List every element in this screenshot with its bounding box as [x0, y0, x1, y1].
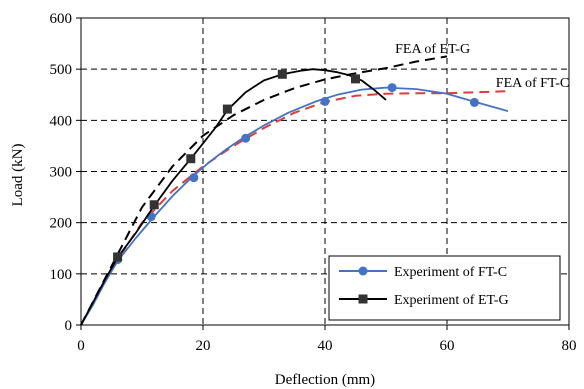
series-line-experiment-of-et-g	[80, 68, 387, 326]
x-tick-label: 60	[440, 338, 455, 354]
data-point-experiment-of-et-g	[113, 252, 123, 262]
y-tick-label: 200	[50, 216, 73, 232]
y-tick-label: 500	[50, 62, 73, 78]
data-point-experiment-of-et-g	[277, 69, 287, 79]
legend-marker-ft-c	[358, 266, 368, 276]
series-line-experiment-of-ft-c	[80, 86, 509, 326]
y-tick-label: 400	[50, 113, 73, 129]
data-point-experiment-of-et-g	[149, 200, 159, 210]
y-axis-title: Load (kN)	[10, 144, 26, 207]
data-point-experiment-of-ft-c	[320, 96, 330, 106]
legend-box	[328, 255, 561, 321]
annotation-label: FEA of ET-G	[395, 42, 470, 57]
data-point-experiment-of-et-g	[186, 154, 196, 164]
axis-ticks: 0 20 40 60 80 0 100 200 300 400 500 600	[50, 11, 577, 354]
data-point-experiment-of-ft-c	[189, 173, 199, 183]
x-tick-label: 20	[196, 338, 211, 354]
series-line-fea-of-ft-c	[80, 90, 509, 326]
data-point-experiment-of-ft-c	[469, 97, 479, 107]
annotations: FEA of ET-G FEA of FT-C	[395, 42, 569, 91]
y-tick-label: 300	[50, 165, 73, 181]
y-tick-label: 600	[50, 11, 73, 27]
x-axis-title: Deflection (mm)	[275, 372, 375, 388]
y-tick-label: 0	[65, 318, 73, 334]
annotation-label: FEA of FT-C	[496, 76, 569, 91]
x-tick-label: 80	[562, 338, 577, 354]
series-line-fea-of-et-g	[80, 55, 448, 326]
data-point-experiment-of-ft-c	[241, 133, 251, 143]
data-point-experiment-of-et-g	[351, 74, 360, 84]
grid-lines	[81, 18, 569, 325]
x-tick-label: 40	[318, 338, 333, 354]
x-tick-label: 0	[77, 338, 85, 354]
series-layer	[80, 55, 509, 326]
legend-label-et-g: Experiment of ET-G	[394, 293, 509, 308]
data-point-experiment-of-et-g	[222, 104, 232, 114]
legend-label-ft-c: Experiment of FT-C	[394, 265, 507, 280]
y-tick-label: 100	[50, 267, 73, 283]
legend-marker-et-g	[358, 294, 368, 304]
legend: Experiment of FT-C Experiment of ET-G	[328, 255, 561, 321]
data-point-experiment-of-ft-c	[387, 83, 397, 93]
